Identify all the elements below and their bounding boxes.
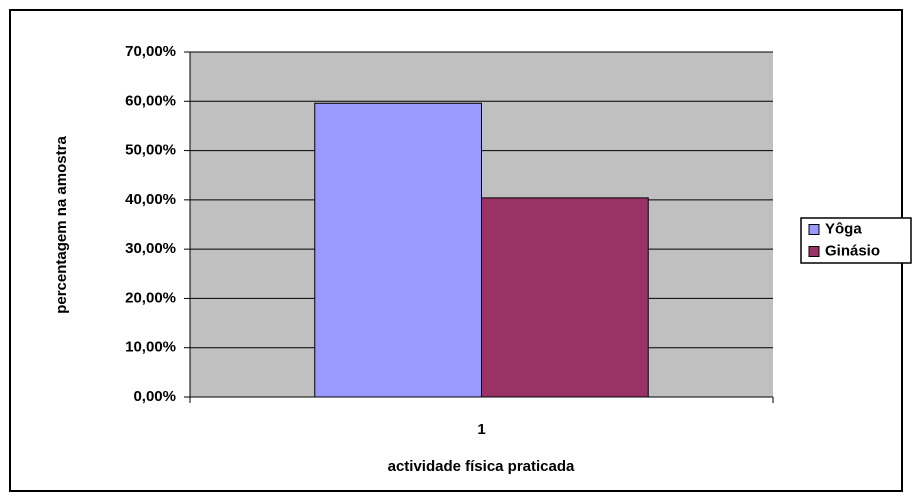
legend-swatch — [808, 246, 820, 257]
x-tick-label: 1 — [477, 421, 485, 438]
y-tick-label: 10,00% — [125, 339, 176, 356]
bar — [481, 197, 649, 398]
y-tick-label: 70,00% — [125, 43, 176, 60]
y-tick-label: 60,00% — [125, 92, 176, 109]
y-tick-label: 0,00% — [133, 388, 176, 405]
bar — [314, 102, 482, 398]
y-axis-title: percentagem na amostra — [53, 136, 70, 314]
legend-swatch — [808, 224, 820, 235]
y-tick-label: 50,00% — [125, 142, 176, 159]
y-tick-label: 20,00% — [125, 289, 176, 306]
legend-label: Yôga — [825, 220, 862, 237]
y-tick-label: 30,00% — [125, 240, 176, 257]
x-axis-title: actividade física praticada — [388, 458, 575, 475]
y-tick-label: 40,00% — [125, 191, 176, 208]
legend-label: Ginásio — [825, 242, 880, 259]
